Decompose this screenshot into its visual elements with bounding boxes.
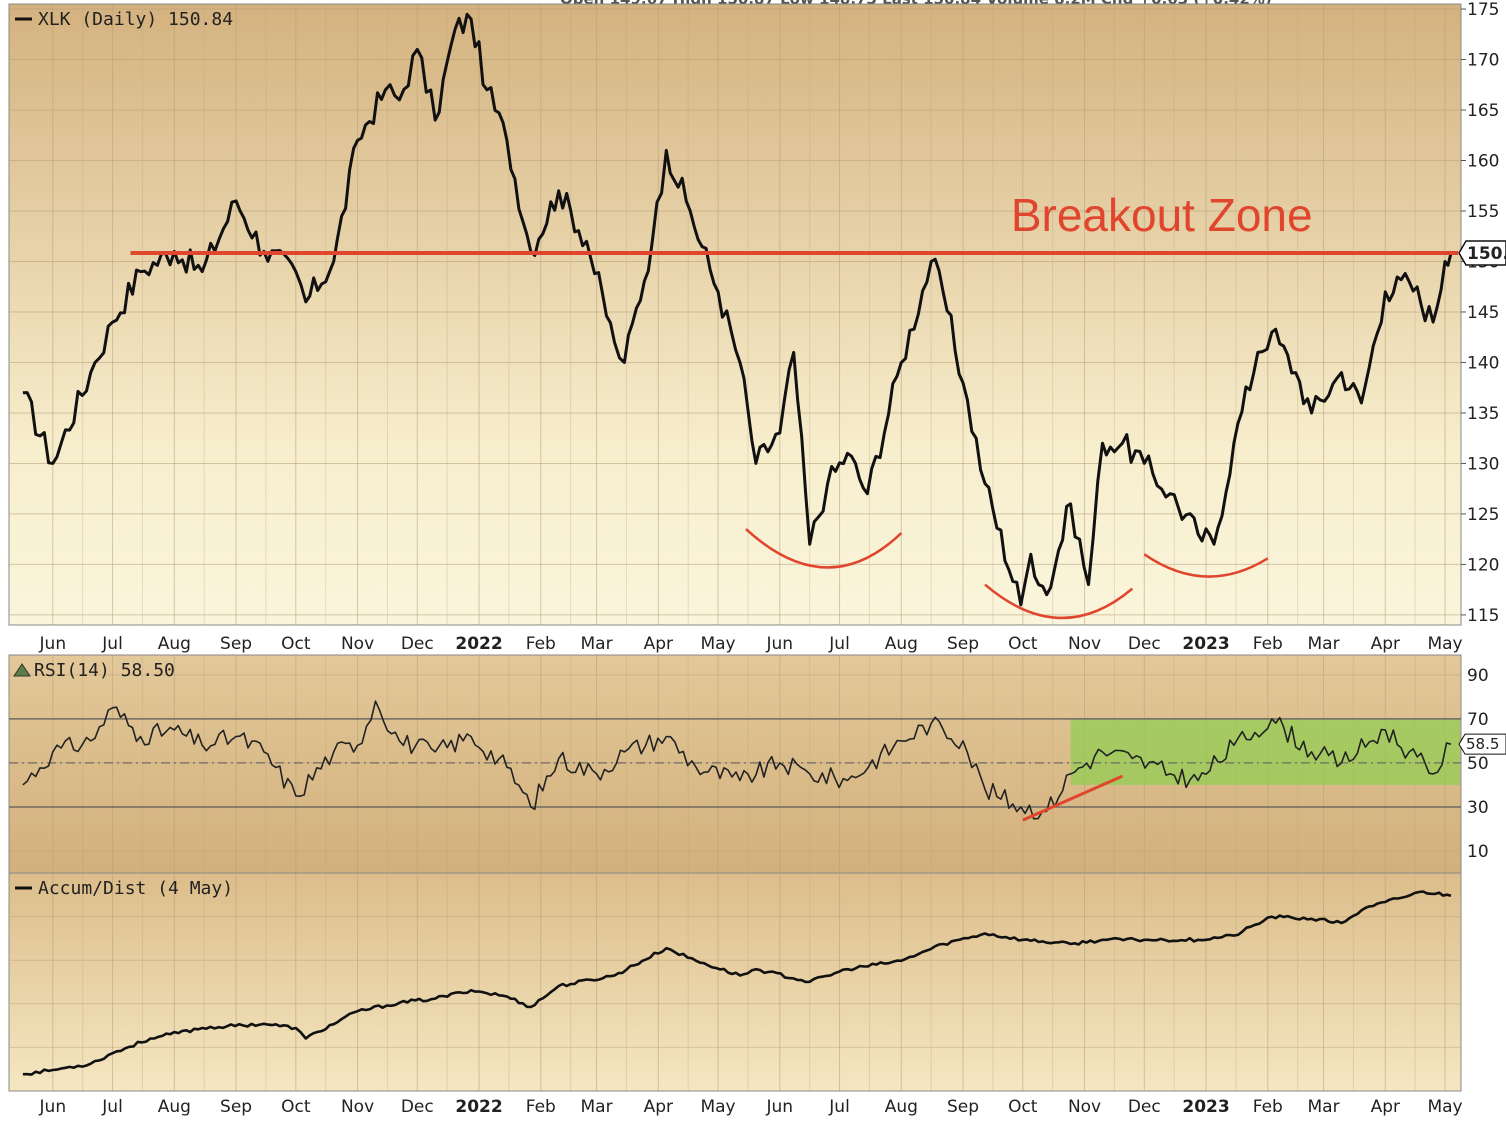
x-tick-label: Aug bbox=[885, 1097, 918, 1117]
x-tick-label: Mar bbox=[581, 634, 613, 654]
y-tick-label: 140 bbox=[1467, 353, 1499, 373]
x-tick-label: Sep bbox=[220, 1097, 252, 1117]
trough-arc-1 bbox=[745, 528, 903, 569]
x-tick-label: Feb bbox=[526, 634, 556, 654]
x-tick-label: Nov bbox=[341, 1097, 374, 1117]
x-tick-label: 2023 bbox=[1182, 1097, 1229, 1117]
x-tick-label: Jul bbox=[101, 1097, 123, 1117]
x-tick-label: May bbox=[700, 1097, 735, 1117]
y-tick-label: 90 bbox=[1467, 666, 1489, 686]
y-tick-label: 115 bbox=[1467, 606, 1499, 626]
x-tick-label: Feb bbox=[1253, 634, 1283, 654]
x-tick-label: Dec bbox=[401, 634, 434, 654]
x-tick-label: Dec bbox=[1128, 1097, 1161, 1117]
accum-dist-grid bbox=[9, 873, 1461, 1091]
y-tick-label: 145 bbox=[1467, 303, 1499, 323]
breakout-zone-label: Breakout Zone bbox=[1011, 189, 1313, 241]
x-tick-label: Aug bbox=[885, 634, 918, 654]
x-tick-label: 2022 bbox=[455, 1097, 502, 1117]
y-tick-label: 30 bbox=[1467, 798, 1489, 818]
y-tick-label: 120 bbox=[1467, 555, 1499, 575]
y-tick-label: 130 bbox=[1467, 454, 1499, 474]
price-last-value-badge: 150. bbox=[1458, 240, 1506, 266]
x-tick-label: Mar bbox=[581, 1097, 613, 1117]
rsi-trendline bbox=[1022, 774, 1123, 822]
accum-dist-x-axis: Jun Jul Aug Sep Oct Nov Dec 2022 Feb Mar Apr May Jun… bbox=[39, 1097, 1463, 1117]
price-legend-text: XLK (Daily) 150.84 bbox=[38, 9, 233, 30]
price-legend: XLK (Daily) 150.84 bbox=[15, 9, 233, 30]
x-tick-label: Oct bbox=[1008, 1097, 1038, 1117]
trough-arc-3 bbox=[1143, 553, 1269, 578]
y-tick-label: 160 bbox=[1467, 152, 1499, 172]
x-tick-label: Jul bbox=[101, 634, 123, 654]
rsi-green-zone bbox=[1070, 718, 1460, 785]
x-tick-label: Jun bbox=[39, 1097, 67, 1117]
x-tick-label: May bbox=[700, 634, 735, 654]
x-tick-label: Mar bbox=[1308, 1097, 1340, 1117]
x-tick-label: Apr bbox=[1371, 634, 1400, 654]
x-tick-label: 2023 bbox=[1182, 634, 1229, 654]
x-tick-label: Jun bbox=[766, 1097, 794, 1117]
x-tick-label: Oct bbox=[281, 1097, 311, 1117]
x-tick-label: Feb bbox=[1253, 1097, 1283, 1117]
accum-dist-legend-text: Accum/Dist (4 May) bbox=[38, 878, 233, 899]
rsi-legend: RSI(14) 58.50 bbox=[13, 660, 175, 681]
rsi-legend-text: RSI(14) 58.50 bbox=[34, 660, 175, 681]
x-tick-label: Nov bbox=[1068, 1097, 1101, 1117]
rsi-guide-lines bbox=[9, 718, 1461, 808]
x-tick-label: May bbox=[1427, 634, 1462, 654]
rsi-last-value-badge: 58.5 bbox=[1458, 733, 1506, 755]
x-tick-label: Nov bbox=[1068, 634, 1101, 654]
x-tick-label: Sep bbox=[220, 634, 252, 654]
x-tick-label: Jul bbox=[828, 634, 850, 654]
x-tick-label: Aug bbox=[158, 1097, 191, 1117]
y-tick-label: 125 bbox=[1467, 505, 1499, 525]
y-tick-label: 70 bbox=[1467, 710, 1489, 730]
x-tick-label: Aug bbox=[158, 634, 191, 654]
y-tick-label: 165 bbox=[1467, 101, 1499, 121]
x-tick-label: Dec bbox=[1128, 634, 1161, 654]
y-tick-label: 155 bbox=[1467, 202, 1499, 222]
x-tick-label: Apr bbox=[1371, 1097, 1400, 1117]
y-tick-label: 175 bbox=[1467, 0, 1499, 20]
x-tick-label: Dec bbox=[401, 1097, 434, 1117]
rsi-line bbox=[22, 700, 1452, 820]
accum-dist-line bbox=[22, 890, 1452, 1076]
x-tick-label: 2022 bbox=[455, 634, 502, 654]
y-tick-label: 170 bbox=[1467, 51, 1499, 71]
x-tick-label: May bbox=[1427, 1097, 1462, 1117]
x-tick-label: Sep bbox=[947, 1097, 979, 1117]
x-tick-label: Feb bbox=[526, 1097, 556, 1117]
trough-arc-2 bbox=[984, 583, 1134, 620]
x-tick-label: Mar bbox=[1308, 634, 1340, 654]
price-x-axis: Jun Jul Aug Sep Oct Nov Dec 2022 Feb Mar Apr May Jun… bbox=[39, 634, 1463, 654]
rsi-last-value: 58.5 bbox=[1466, 735, 1499, 753]
y-tick-label: 135 bbox=[1467, 404, 1499, 424]
x-tick-label: Apr bbox=[644, 634, 673, 654]
price-grid bbox=[9, 4, 1461, 625]
price-last-value: 150. bbox=[1467, 244, 1506, 264]
price-panel bbox=[8, 3, 1462, 626]
accum-dist-legend: Accum/Dist (4 May) bbox=[15, 878, 233, 899]
x-tick-label: Sep bbox=[947, 634, 979, 654]
y-tick-label: 50 bbox=[1467, 754, 1489, 774]
x-tick-label: Nov bbox=[341, 634, 374, 654]
x-tick-label: Apr bbox=[644, 1097, 673, 1117]
rsi-y-axis: 10 30 50 70 90 bbox=[1467, 666, 1489, 862]
y-tick-label: 10 bbox=[1467, 842, 1489, 862]
x-tick-label: Jul bbox=[828, 1097, 850, 1117]
x-tick-label: Oct bbox=[281, 634, 311, 654]
x-tick-label: Jun bbox=[766, 634, 794, 654]
x-tick-label: Jun bbox=[39, 634, 67, 654]
x-tick-label: Oct bbox=[1008, 634, 1038, 654]
accum-dist-panel bbox=[8, 872, 1462, 1092]
